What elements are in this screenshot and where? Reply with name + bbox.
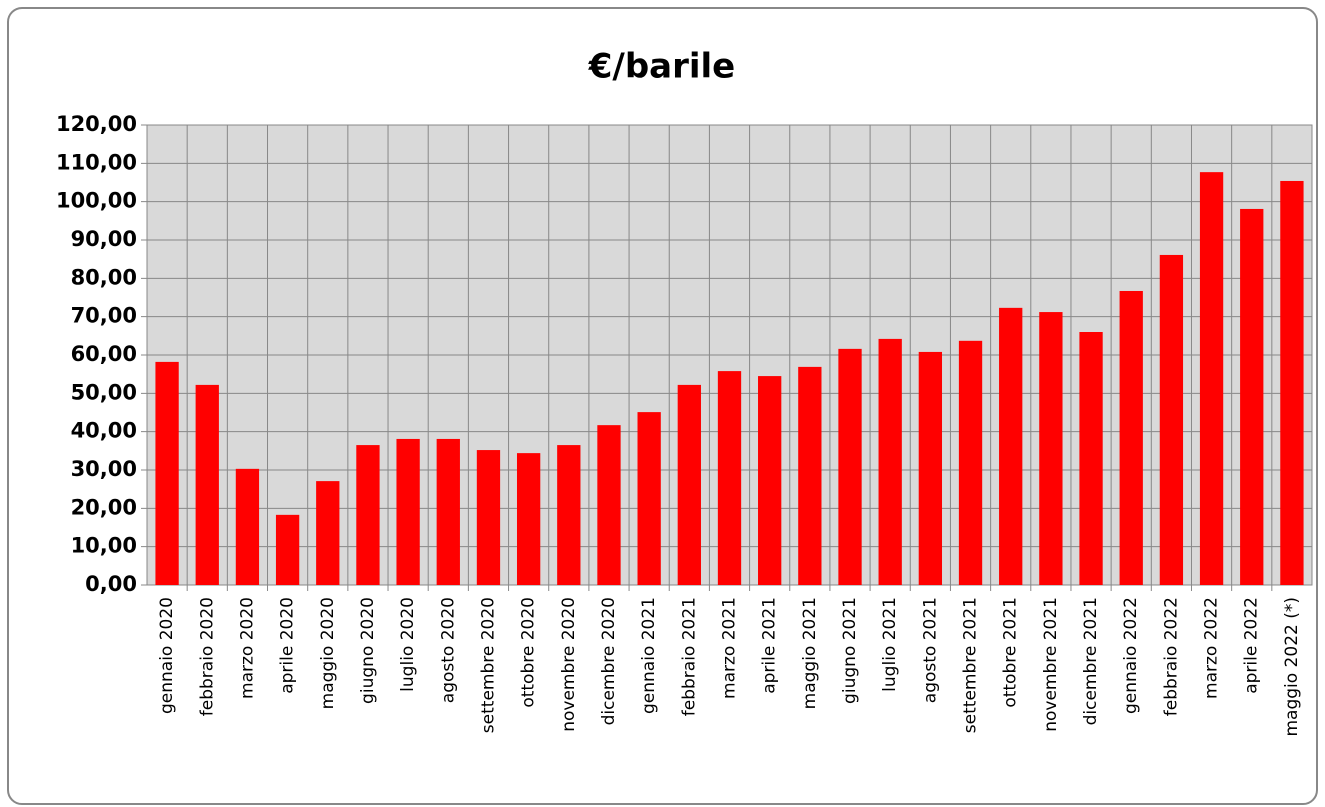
y-tick-label: 60,00 — [71, 342, 137, 366]
y-tick-label: 40,00 — [71, 419, 137, 443]
bar — [516, 453, 541, 585]
bar — [918, 351, 943, 585]
x-tick-label: marzo 2022 — [1202, 597, 1222, 699]
x-tick-label: ottobre 2020 — [519, 597, 539, 708]
x-tick-label: maggio 2021 — [800, 597, 820, 709]
x-tick-label: febbraio 2021 — [679, 597, 699, 716]
x-tick-label: maggio 2020 — [318, 597, 338, 709]
y-tick-label: 80,00 — [71, 265, 137, 289]
x-tick-label: settembre 2020 — [478, 597, 498, 733]
bar — [316, 481, 340, 585]
x-tick-label: aprile 2021 — [760, 597, 780, 694]
bar — [838, 348, 862, 585]
x-tick-label: luglio 2021 — [880, 597, 900, 692]
x-tick-label: novembre 2020 — [559, 597, 579, 732]
y-tick-label: 10,00 — [71, 534, 137, 558]
x-tick-label: aprile 2022 — [1242, 597, 1262, 694]
bar — [677, 384, 701, 585]
bar — [235, 468, 260, 585]
x-tick-label: maggio 2022 (*) — [1282, 597, 1302, 737]
bar — [195, 384, 219, 585]
x-tick-label: ottobre 2021 — [1001, 597, 1021, 708]
x-tick-label: aprile 2020 — [278, 597, 298, 694]
bar — [717, 371, 742, 585]
chart-title: €/barile — [588, 47, 736, 87]
bar — [476, 450, 501, 585]
x-tick-label: dicembre 2021 — [1081, 597, 1101, 725]
x-tick-label: luglio 2020 — [398, 597, 418, 692]
x-tick-label: dicembre 2020 — [599, 597, 619, 725]
y-tick-label: 70,00 — [71, 304, 137, 328]
bar — [798, 366, 822, 585]
bar — [958, 340, 983, 585]
x-tick-label: agosto 2021 — [920, 597, 940, 703]
bar — [356, 445, 380, 585]
bar — [1240, 208, 1264, 585]
bar — [396, 438, 420, 585]
y-tick-label: 20,00 — [71, 495, 137, 519]
x-tick-label: marzo 2021 — [720, 597, 740, 699]
y-tick-label: 90,00 — [71, 227, 137, 251]
y-tick-label: 120,00 — [56, 112, 137, 136]
bar — [758, 376, 782, 585]
bar — [436, 438, 460, 585]
x-tick-label: novembre 2021 — [1041, 597, 1061, 732]
bar — [155, 361, 179, 585]
x-tick-label: febbraio 2020 — [197, 597, 217, 716]
bar — [1119, 290, 1143, 585]
x-tick-label: giugno 2020 — [358, 597, 378, 704]
y-tick-label: 110,00 — [56, 150, 137, 174]
bar — [1079, 332, 1103, 585]
x-tick-label: gennaio 2021 — [639, 597, 659, 714]
y-tick-label: 100,00 — [56, 189, 137, 213]
x-tick-label: agosto 2020 — [438, 597, 458, 703]
x-tick-label: giugno 2021 — [840, 597, 860, 704]
y-tick-label: 50,00 — [71, 380, 137, 404]
bar — [275, 514, 300, 585]
bar — [557, 445, 581, 585]
y-tick-label: 30,00 — [71, 457, 137, 481]
bar — [597, 425, 621, 585]
y-tick-label: 0,00 — [85, 572, 137, 596]
x-tick-label: febbraio 2022 — [1161, 597, 1181, 716]
bar — [1159, 254, 1184, 585]
bar — [1280, 180, 1304, 585]
bar — [1199, 172, 1224, 585]
bar — [999, 307, 1023, 585]
x-tick-label: gennaio 2022 — [1121, 597, 1141, 714]
x-tick-label: settembre 2021 — [961, 597, 981, 733]
bar — [878, 338, 902, 585]
bar — [1039, 312, 1063, 585]
bar — [637, 412, 661, 585]
x-tick-label: marzo 2020 — [237, 597, 257, 699]
x-tick-label: gennaio 2020 — [157, 597, 177, 714]
